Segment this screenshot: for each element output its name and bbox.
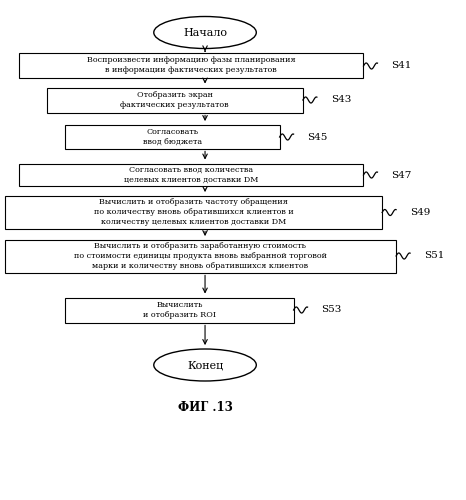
Text: S51: S51 [424,252,445,260]
Text: Воспроизвести информацию фазы планирования
в информации фактических результатов: Воспроизвести информацию фазы планирован… [87,56,295,74]
Text: Вычислить и отобразить заработанную стоимость
по стоимости единицы продукта внов: Вычислить и отобразить заработанную стои… [74,242,327,270]
Text: Конец: Конец [187,360,223,370]
Text: S41: S41 [391,62,412,70]
Text: S45: S45 [308,132,328,141]
Text: ФИГ .13: ФИГ .13 [178,401,233,414]
Text: Начало: Начало [183,28,227,38]
Text: Отобразить экран
фактических результатов: Отобразить экран фактических результатов [120,91,229,109]
Text: S47: S47 [391,170,412,179]
Text: S43: S43 [331,96,351,104]
Text: Вычислить и отобразить частоту обращения
по количеству вновь обратившихся клиент: Вычислить и отобразить частоту обращения… [94,198,293,226]
Text: Согласовать ввод количества
целевых клиентов доставки DM: Согласовать ввод количества целевых клие… [124,166,258,184]
Text: S53: S53 [322,306,342,314]
Text: Согласовать
ввод бюджета: Согласовать ввод бюджета [143,128,202,146]
Text: S49: S49 [410,208,431,217]
Text: Вычислить
и отобразить ROI: Вычислить и отобразить ROI [143,301,216,319]
